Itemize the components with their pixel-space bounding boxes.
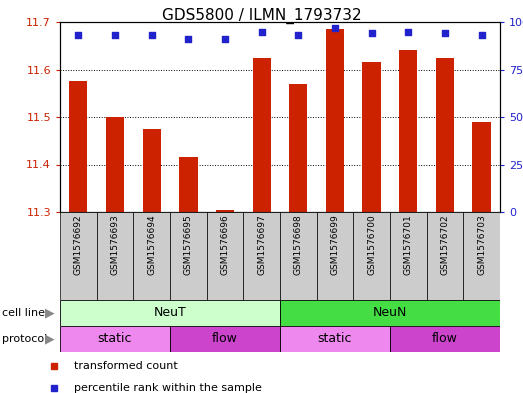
Text: ▶: ▶: [45, 332, 54, 345]
Text: GSM1576696: GSM1576696: [221, 215, 230, 275]
Text: flow: flow: [212, 332, 238, 345]
Bar: [170, 326, 280, 352]
Bar: [354, 212, 390, 300]
Text: GDS5800 / ILMN_1793732: GDS5800 / ILMN_1793732: [162, 8, 361, 24]
Text: GSM1576700: GSM1576700: [367, 215, 376, 275]
Point: [441, 30, 449, 37]
Text: ▶: ▶: [45, 307, 54, 320]
Bar: [179, 157, 198, 212]
Bar: [207, 212, 243, 300]
Text: GSM1576698: GSM1576698: [294, 215, 303, 275]
Bar: [436, 58, 454, 212]
Text: GSM1576702: GSM1576702: [440, 215, 449, 275]
Text: flow: flow: [432, 332, 458, 345]
Text: GSM1576692: GSM1576692: [74, 215, 83, 275]
Bar: [253, 58, 271, 212]
Bar: [243, 212, 280, 300]
Text: GSM1576693: GSM1576693: [110, 215, 119, 275]
Bar: [133, 212, 170, 300]
Bar: [170, 212, 207, 300]
Bar: [106, 117, 124, 212]
Bar: [390, 326, 500, 352]
Text: GSM1576697: GSM1576697: [257, 215, 266, 275]
Text: static: static: [98, 332, 132, 345]
Bar: [216, 209, 234, 212]
Point: [184, 36, 192, 42]
Point: [331, 24, 339, 31]
Bar: [142, 129, 161, 212]
Point: [294, 32, 302, 39]
Text: GSM1576695: GSM1576695: [184, 215, 193, 275]
Bar: [60, 300, 280, 326]
Bar: [399, 50, 417, 212]
Text: protocol: protocol: [2, 334, 47, 344]
Bar: [69, 81, 87, 212]
Point: [368, 30, 376, 37]
Bar: [362, 62, 381, 212]
Bar: [280, 300, 500, 326]
Text: NeuN: NeuN: [373, 307, 407, 320]
Text: GSM1576699: GSM1576699: [331, 215, 339, 275]
Point: [404, 28, 413, 35]
Bar: [280, 212, 316, 300]
Bar: [289, 84, 308, 212]
Bar: [326, 29, 344, 212]
Bar: [97, 212, 133, 300]
Point: [74, 32, 83, 39]
Text: GSM1576701: GSM1576701: [404, 215, 413, 275]
Text: cell line: cell line: [2, 308, 45, 318]
Text: transformed count: transformed count: [74, 361, 178, 371]
Text: NeuT: NeuT: [154, 307, 186, 320]
Point: [147, 32, 156, 39]
Bar: [390, 212, 427, 300]
Bar: [60, 326, 170, 352]
Text: GSM1576694: GSM1576694: [147, 215, 156, 275]
Bar: [427, 212, 463, 300]
Text: static: static: [318, 332, 353, 345]
Point: [477, 32, 486, 39]
Text: percentile rank within the sample: percentile rank within the sample: [74, 383, 262, 393]
Bar: [472, 122, 491, 212]
Point: [257, 28, 266, 35]
Bar: [280, 326, 390, 352]
Point: [111, 32, 119, 39]
Bar: [316, 212, 354, 300]
Bar: [463, 212, 500, 300]
Text: GSM1576703: GSM1576703: [477, 215, 486, 275]
Bar: [60, 212, 97, 300]
Point: [221, 36, 229, 42]
